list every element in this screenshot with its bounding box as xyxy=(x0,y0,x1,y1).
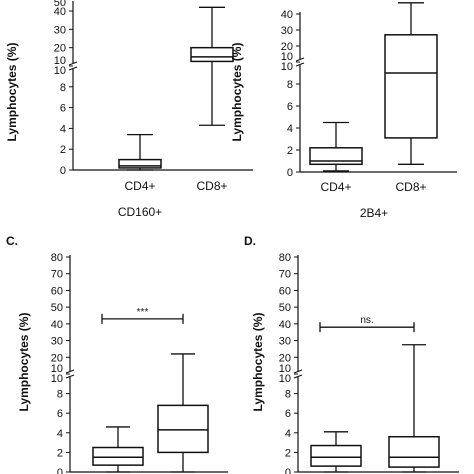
y-tick-label: 20 xyxy=(279,352,291,364)
significance-label: *** xyxy=(137,307,149,318)
x-category-label: CD8+ xyxy=(196,179,227,193)
y-tick-label: 0 xyxy=(287,167,293,179)
y-tick-label: 2 xyxy=(57,447,63,459)
axis-break-mark xyxy=(65,374,75,379)
y-tick-label: 8 xyxy=(285,389,291,401)
y-tick-label: 4 xyxy=(57,428,63,440)
y-tick-label: 10 xyxy=(279,363,291,375)
x-axis-label: CD160+ xyxy=(118,205,162,219)
axis-break-mark xyxy=(293,369,303,374)
y-tick-label: 6 xyxy=(285,408,291,420)
y-tick-label: 8 xyxy=(287,79,293,91)
panel-label: C. xyxy=(6,234,18,248)
x-category-label: CD8+ xyxy=(395,180,426,194)
x-axis-label: 2B4+ xyxy=(360,206,388,220)
y-axis-label: Lymphocytes (%) xyxy=(17,313,31,412)
y-tick-label: 50 xyxy=(51,302,63,314)
box-iqr xyxy=(384,34,438,139)
y-tick-label: 40 xyxy=(279,319,291,331)
box-iqr xyxy=(310,444,362,467)
y-tick-label: 30 xyxy=(281,25,293,37)
y-tick-label: 30 xyxy=(279,336,291,348)
y-tick-label: 10 xyxy=(281,51,293,63)
y-tick-label: 10 xyxy=(54,55,66,67)
y-tick-label: 2 xyxy=(285,447,291,459)
panel-label: D. xyxy=(244,234,256,248)
y-tick-label: 2 xyxy=(287,145,293,157)
y-tick-label: 40 xyxy=(281,9,293,21)
y-tick-label: 10 xyxy=(54,65,66,77)
axis-break-mark xyxy=(295,62,305,67)
y-tick-label: 10 xyxy=(281,61,293,73)
y-tick-label: 20 xyxy=(54,43,66,55)
significance-label: ns. xyxy=(360,315,373,326)
y-tick-label: 4 xyxy=(60,123,66,135)
y-axis-label: Lymphocytes (%) xyxy=(230,43,244,142)
y-tick-label: 60 xyxy=(51,285,63,297)
box-iqr xyxy=(157,404,209,454)
y-tick-label: 10 xyxy=(279,373,291,385)
y-axis-label: Lymphocytes (%) xyxy=(251,313,265,412)
y-tick-label: 8 xyxy=(60,82,66,94)
box-1 xyxy=(118,133,162,171)
y-tick-label: 2 xyxy=(60,144,66,156)
y-tick-label: 8 xyxy=(57,389,63,401)
y-tick-label: 50 xyxy=(279,302,291,314)
y-tick-label: 20 xyxy=(281,41,293,53)
axis-break-mark xyxy=(68,61,78,66)
box-1 xyxy=(92,426,144,473)
y-tick-label: 4 xyxy=(287,123,293,135)
y-tick-label: 10 xyxy=(51,363,63,375)
box-2 xyxy=(388,344,440,473)
box-iqr xyxy=(309,147,363,166)
y-tick-label: 70 xyxy=(51,269,63,281)
axis-break-mark xyxy=(293,374,303,379)
y-tick-label: 80 xyxy=(51,252,63,264)
box-iqr xyxy=(118,158,162,169)
y-tick-label: 0 xyxy=(57,467,63,474)
y-tick-label: 0 xyxy=(60,165,66,177)
box-2 xyxy=(384,2,438,165)
y-tick-label: 40 xyxy=(54,6,66,18)
y-tick-label: 6 xyxy=(287,101,293,113)
y-tick-label: 70 xyxy=(279,269,291,281)
axis-break-mark xyxy=(65,369,75,374)
y-tick-label: 50 xyxy=(54,0,66,9)
y-tick-label: 60 xyxy=(279,285,291,297)
y-tick-label: 80 xyxy=(279,252,291,264)
y-tick-label: 4 xyxy=(285,428,291,440)
box-iqr xyxy=(190,46,234,63)
y-tick-label: 6 xyxy=(57,408,63,420)
axis-break-mark xyxy=(68,66,78,71)
y-tick-label: 30 xyxy=(54,24,66,36)
box-iqr xyxy=(388,435,440,468)
box-2 xyxy=(190,6,234,126)
box-1 xyxy=(309,121,363,172)
y-tick-label: 6 xyxy=(60,103,66,115)
y-tick-label: 0 xyxy=(285,467,291,474)
x-category-label: CD4+ xyxy=(124,179,155,193)
y-tick-label: 30 xyxy=(51,336,63,348)
box-2 xyxy=(157,353,209,473)
box-1 xyxy=(310,431,362,473)
y-tick-label: 10 xyxy=(51,373,63,385)
box-iqr xyxy=(92,446,144,466)
y-tick-label: 40 xyxy=(51,319,63,331)
x-category-label: CD4+ xyxy=(320,180,351,194)
y-tick-label: 20 xyxy=(51,352,63,364)
y-axis-label: Lymphocytes (%) xyxy=(5,43,19,142)
axis-break-mark xyxy=(295,57,305,62)
